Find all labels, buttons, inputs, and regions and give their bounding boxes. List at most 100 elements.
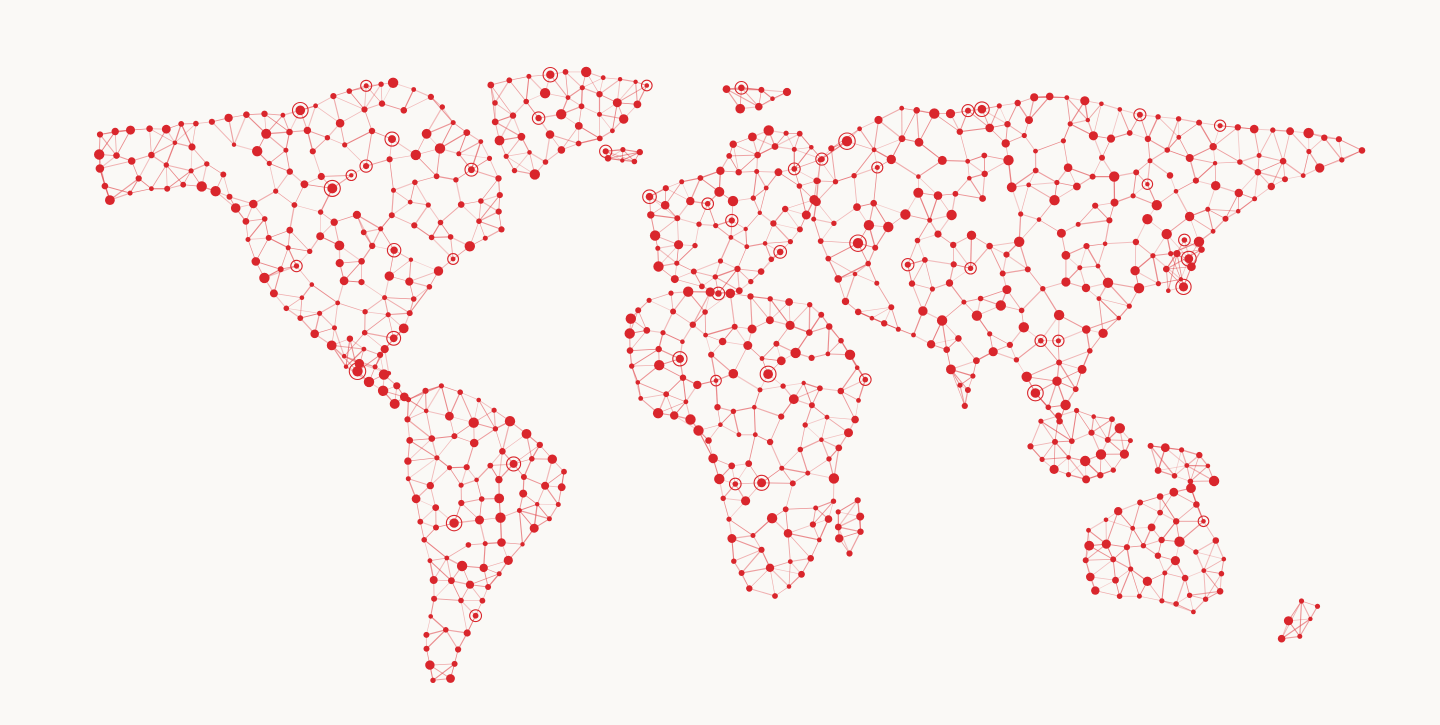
greenland-link xyxy=(494,121,522,138)
asia-node xyxy=(908,280,916,287)
north-america-link xyxy=(381,103,404,111)
africa-node-ring xyxy=(759,365,777,383)
greenland-node xyxy=(556,109,567,120)
asia-node xyxy=(999,270,1006,277)
asia-link xyxy=(1021,288,1044,311)
africa-link xyxy=(662,311,674,333)
asia-node xyxy=(981,152,988,159)
asia-node xyxy=(1235,208,1241,214)
africa-node xyxy=(816,537,822,543)
asia-node xyxy=(831,220,837,226)
asia-node-ring xyxy=(1027,384,1044,402)
north-america-node xyxy=(378,81,384,87)
south-america-node xyxy=(516,508,522,513)
asia-node xyxy=(936,315,948,326)
north-america-link xyxy=(190,146,193,171)
central-america-node xyxy=(377,385,389,396)
asia-node xyxy=(1054,179,1060,186)
europe-node xyxy=(754,151,761,159)
north-america-node xyxy=(468,166,475,174)
australia-node xyxy=(1142,576,1153,586)
asia-node-ring xyxy=(901,258,915,272)
north-america-node xyxy=(450,120,456,126)
africa-node xyxy=(629,363,635,369)
south-america-node xyxy=(406,437,414,444)
north-america-node xyxy=(261,110,268,118)
africa-link xyxy=(769,567,790,587)
greenland-node xyxy=(535,114,542,122)
greenland-node xyxy=(575,140,582,147)
south-america-node xyxy=(405,396,412,403)
north-america-node xyxy=(434,143,446,154)
north-america-node xyxy=(148,151,155,159)
asia-node xyxy=(1184,254,1194,264)
asia-link xyxy=(1139,114,1149,140)
asia-node xyxy=(1252,196,1258,202)
asia-node xyxy=(881,320,888,327)
south-america-node xyxy=(557,483,566,492)
asia-link xyxy=(949,282,965,303)
asia-node xyxy=(1102,277,1114,288)
north-america-link xyxy=(384,297,414,300)
africa-node xyxy=(837,387,845,395)
south-america-link xyxy=(430,615,447,631)
north-america-link xyxy=(191,123,197,148)
europe-link xyxy=(676,262,694,272)
south-america-link xyxy=(424,390,427,411)
australia-node xyxy=(1169,487,1179,497)
north-america-node xyxy=(428,234,435,241)
north-america-link xyxy=(255,237,270,262)
africa-link xyxy=(769,298,791,326)
asia-node xyxy=(987,331,993,337)
africa-link xyxy=(682,377,687,402)
europe-node xyxy=(763,185,769,191)
scandinavia-iceland-node xyxy=(758,86,765,93)
europe-link xyxy=(730,236,748,248)
japan-node xyxy=(1181,237,1188,243)
asia-node xyxy=(863,220,875,231)
africa-node xyxy=(806,329,813,336)
africa-link xyxy=(759,385,784,391)
japan-node xyxy=(1163,265,1170,273)
north-america-node xyxy=(317,209,324,215)
asia-link xyxy=(967,155,985,162)
africa-link xyxy=(629,348,659,351)
new-guinea-link xyxy=(1150,445,1175,477)
asia-node xyxy=(1080,96,1090,106)
africa-link xyxy=(749,587,776,597)
europe-node xyxy=(787,239,794,245)
asia-node xyxy=(967,265,974,271)
europe-link xyxy=(745,228,748,247)
north-america-link xyxy=(393,181,416,191)
africa-link xyxy=(808,314,822,333)
southeast-asia-link xyxy=(1093,416,1109,441)
asia-link xyxy=(963,298,981,303)
asia-link xyxy=(1028,182,1057,186)
south-america-link xyxy=(476,479,483,500)
greenland-node xyxy=(491,118,499,126)
australia-link xyxy=(1192,598,1207,613)
europe-node xyxy=(686,196,695,206)
asia-node xyxy=(1306,148,1312,155)
south-america-node xyxy=(443,627,449,633)
north-america-link xyxy=(431,222,441,238)
africa-node xyxy=(785,298,793,306)
north-america-link xyxy=(364,332,385,350)
north-america-link xyxy=(174,123,197,144)
africa-node xyxy=(689,321,696,328)
africa-link xyxy=(761,343,777,359)
asia-node xyxy=(1018,211,1024,217)
south-america-link xyxy=(460,600,468,634)
africa-link xyxy=(741,567,771,574)
asia-link xyxy=(837,278,846,302)
australia-node xyxy=(1140,543,1147,549)
asia-link xyxy=(820,240,859,244)
asia-link xyxy=(970,245,991,269)
asia-link xyxy=(833,206,858,224)
north-america-node xyxy=(368,127,376,135)
asia-node xyxy=(945,109,956,119)
north-america-link xyxy=(403,89,415,111)
asia-link xyxy=(858,306,892,313)
greenland-link xyxy=(490,84,514,116)
south-america-link xyxy=(493,410,496,429)
